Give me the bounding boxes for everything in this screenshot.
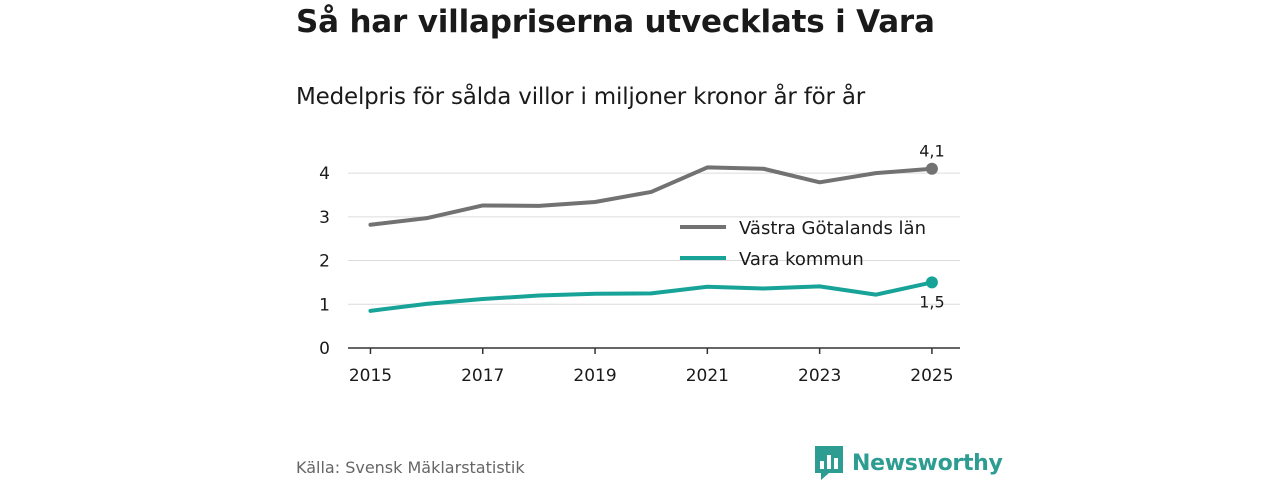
y-tick-label: 2 xyxy=(319,252,330,272)
y-tick-label: 4 xyxy=(319,164,330,184)
series-line-1 xyxy=(368,280,934,313)
gridlines xyxy=(348,172,960,305)
chart-subtitle: Medelpris för sålda villor i miljoner kr… xyxy=(296,84,866,110)
x-tick-label: 2023 xyxy=(798,366,841,386)
x-tick-label: 2017 xyxy=(461,366,504,386)
end-labels: 4,1 1,5 xyxy=(919,142,944,312)
newsworthy-logo: Newsworthy xyxy=(815,446,1003,480)
legend-label-1: Vara kommun xyxy=(739,249,864,270)
brand-name: Newsworthy xyxy=(852,450,1003,476)
source-note: Källa: Svensk Mäklarstatistik xyxy=(296,458,525,477)
x-tick-label: 2025 xyxy=(910,366,953,386)
y-tick-label: 1 xyxy=(319,295,330,315)
x-tick-label: 2021 xyxy=(686,366,729,386)
legend-label-0: Västra Götalands län xyxy=(739,218,926,239)
x-tick-label: 2015 xyxy=(349,366,392,386)
x-axis: 2015 2017 2019 2021 2023 2025 xyxy=(348,347,960,386)
series-endpoint-1 xyxy=(925,276,938,289)
y-tick-label: 3 xyxy=(319,208,330,228)
series-line-0 xyxy=(368,165,934,227)
x-tick-label: 2019 xyxy=(573,366,616,386)
y-axis-labels: 0 1 2 3 4 xyxy=(319,164,330,359)
end-label-0: 4,1 xyxy=(919,142,944,161)
series-lines xyxy=(368,162,938,313)
chart-title: Så har villapriserna utvecklats i Vara xyxy=(296,4,935,40)
end-label-1: 1,5 xyxy=(919,292,944,311)
legend: Västra Götalands län Vara kommun xyxy=(680,218,926,270)
series-endpoint-0 xyxy=(925,162,938,175)
bar-chart-icon xyxy=(815,446,843,480)
y-tick-label: 0 xyxy=(319,339,330,359)
